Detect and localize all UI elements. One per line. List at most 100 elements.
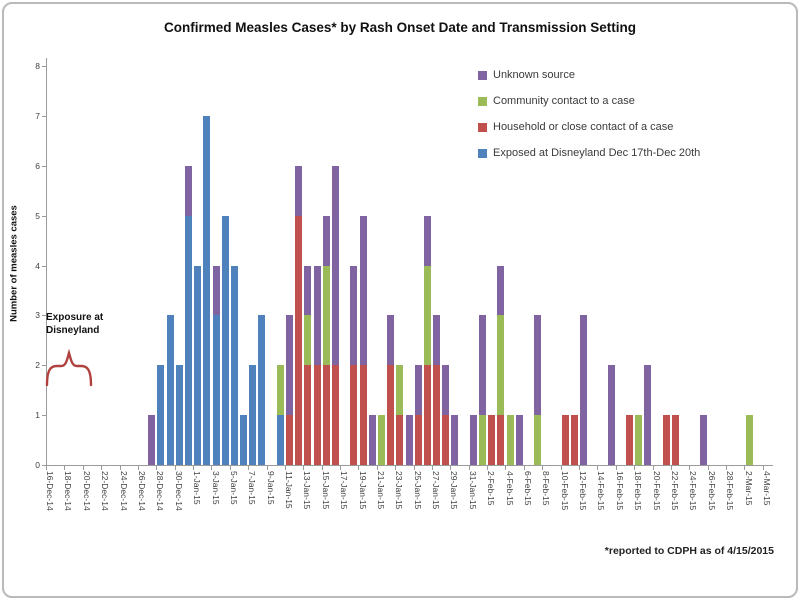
x-tick-label: 19-Jan-15	[357, 471, 368, 510]
bar-10-Feb-15-r	[561, 415, 569, 465]
bar-4-Feb-15-g	[506, 415, 514, 465]
bar-15-Feb-15-p	[607, 365, 615, 465]
x-tick-label: 21-Jan-15	[375, 471, 386, 510]
bar-7-Feb-15-p	[534, 315, 542, 416]
legend-label: Unknown source	[493, 69, 575, 81]
bar-29-Dec-14-b	[166, 315, 174, 465]
x-axis-tick	[266, 466, 268, 470]
bar-3-Feb-15-p	[497, 265, 505, 316]
x-axis-tick	[468, 466, 470, 470]
bar-20-Jan-15-p	[368, 415, 376, 465]
bar-28-Jan-15-r	[442, 415, 450, 465]
x-axis-tick	[376, 466, 378, 470]
x-axis-tick	[523, 466, 525, 470]
x-tick-label: 27-Jan-15	[431, 471, 442, 510]
x-axis-tick	[707, 466, 709, 470]
bar-31-Dec-14-b	[184, 215, 192, 465]
x-axis-tick	[211, 466, 213, 470]
x-tick-label: 25-Jan-15	[412, 471, 423, 510]
x-tick-label: 2-Feb-15	[486, 471, 497, 506]
bar-22-Feb-15-r	[672, 415, 679, 465]
x-tick-label: 1-Jan-15	[192, 471, 203, 505]
x-axis-tick	[560, 466, 562, 470]
annotation-exposure-at-disneyland: Exposure at Disneyland	[46, 311, 126, 337]
bar-22-Jan-15-r	[387, 365, 395, 465]
bar-24-Jan-15-p	[405, 415, 413, 465]
y-tick-label: 7	[35, 110, 40, 121]
y-axis-tick	[42, 215, 46, 217]
bar-1-Feb-15-g	[479, 415, 487, 465]
footnote: *reported to CDPH as of 4/15/2015	[604, 545, 774, 557]
bar-15-Jan-15-r	[322, 365, 330, 465]
bar-19-Feb-15-p	[644, 365, 652, 465]
bar-14-Jan-15-r	[313, 365, 321, 465]
x-axis-tick	[615, 466, 617, 470]
x-axis-tick	[726, 466, 728, 470]
y-tick-label: 1	[35, 410, 40, 421]
x-tick-label: 4-Mar-15	[761, 471, 772, 506]
x-axis-tick	[137, 466, 139, 470]
bar-12-Feb-15-p	[580, 315, 588, 465]
x-tick-label: 6-Feb-15	[522, 471, 533, 506]
x-axis-tick	[284, 466, 286, 470]
bar-27-Jan-15-r	[433, 365, 441, 465]
legend-item: Community contact to a case	[478, 88, 700, 114]
y-tick-label: 6	[35, 160, 40, 171]
x-tick-label: 24-Dec-14	[118, 471, 129, 511]
x-axis-tick	[431, 466, 433, 470]
x-axis-tick	[193, 466, 195, 470]
legend-swatch-icon	[478, 122, 487, 132]
bar-2-Jan-15-b	[203, 115, 211, 465]
bar-26-Jan-15-g	[423, 265, 431, 366]
bar-29-Jan-15-p	[451, 415, 459, 465]
x-axis-tick	[119, 466, 121, 470]
bar-7-Feb-15-g	[534, 415, 542, 465]
bar-31-Jan-15-p	[469, 415, 477, 465]
x-axis-tick	[652, 466, 654, 470]
x-axis-tick	[358, 466, 360, 470]
y-axis-tick	[42, 465, 46, 466]
x-tick-label: 16-Feb-15	[614, 471, 625, 511]
bar-23-Jan-15-r	[396, 415, 404, 465]
y-axis	[46, 58, 47, 466]
chart-title: Confirmed Measles Cases* by Rash Onset D…	[164, 20, 636, 35]
bar-10-Jan-15-g	[276, 365, 284, 416]
y-axis-tick	[42, 165, 46, 167]
x-axis-tick	[46, 466, 47, 470]
bar-28-Dec-14-b	[157, 365, 165, 465]
x-axis-tick	[542, 466, 544, 470]
x-axis-tick	[762, 466, 764, 470]
bar-13-Jan-15-p	[304, 265, 312, 316]
bar-7-Jan-15-b	[249, 365, 257, 465]
bar-6-Jan-15-b	[240, 415, 248, 465]
x-axis-tick	[487, 466, 489, 470]
legend-item: Exposed at Disneyland Dec 17th-Dec 20th	[478, 140, 700, 166]
bar-28-Jan-15-p	[442, 365, 450, 416]
x-tick-label: 7-Jan-15	[247, 471, 258, 505]
bar-3-Feb-15-r	[497, 415, 505, 465]
bar-12-Jan-15-p	[295, 165, 303, 216]
bar-1-Feb-15-p	[479, 315, 487, 416]
bar-25-Feb-15-p	[699, 415, 707, 465]
bar-26-Jan-15-p	[423, 215, 431, 266]
x-axis-tick	[248, 466, 250, 470]
x-tick-label: 3-Jan-15	[210, 471, 221, 505]
bar-18-Jan-15-r	[350, 365, 358, 465]
x-tick-label: 20-Dec-14	[81, 471, 92, 511]
x-tick-label: 11-Jan-15	[284, 471, 295, 509]
bar-18-Feb-15-g	[635, 415, 643, 465]
x-tick-label: 22-Feb-15	[670, 471, 680, 511]
legend-item: Household or close contact of a case	[478, 114, 700, 140]
curly-brace-icon	[45, 349, 93, 387]
bar-18-Jan-15-p	[350, 265, 358, 366]
x-tick-label: 26-Feb-15	[706, 471, 717, 511]
x-tick-label: 15-Jan-15	[320, 471, 331, 510]
x-axis	[46, 465, 773, 466]
bar-13-Jan-15-r	[304, 365, 312, 465]
y-axis-tick	[42, 115, 46, 117]
y-tick-label: 0	[35, 460, 40, 470]
x-tick-label: 16-Dec-14	[45, 471, 56, 511]
x-axis-tick	[229, 466, 231, 470]
bar-26-Jan-15-r	[423, 365, 431, 465]
